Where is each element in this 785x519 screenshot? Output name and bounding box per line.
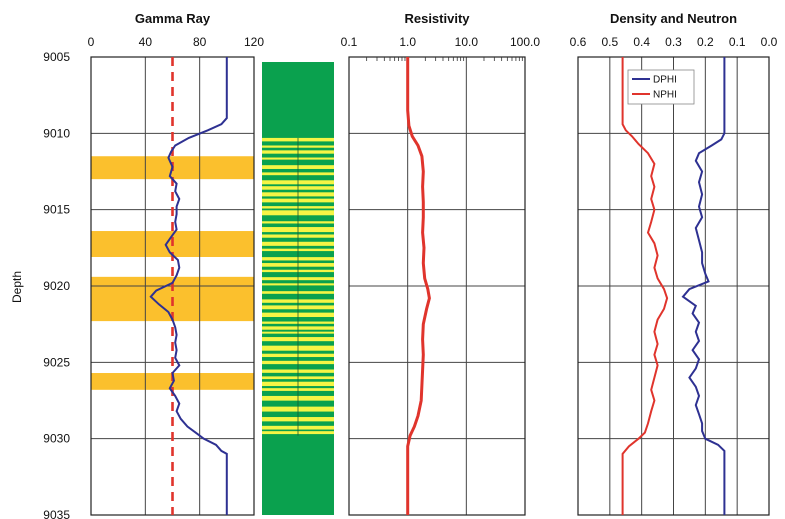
x-tick-label: 0.1	[729, 35, 746, 49]
depth-axis: 9005 9010 9015 9020 9025 9030 9035 Depth	[10, 50, 70, 519]
resistivity-curve	[406, 57, 431, 515]
track-frame	[348, 56, 526, 516]
dphi-curve	[681, 57, 726, 515]
track-frame	[577, 56, 770, 516]
nphi-curve	[621, 57, 669, 515]
depth-tick-label: 9020	[43, 279, 70, 293]
track-title: Density and Neutron	[610, 11, 737, 26]
depth-tick-label: 9015	[43, 203, 70, 217]
depth-tick-label: 9010	[43, 126, 70, 140]
track-title: Gamma Ray	[135, 11, 211, 26]
depth-tick-label: 9030	[43, 432, 70, 446]
x-tick-label: 0.5	[601, 35, 618, 49]
gamma-ray-track: Gamma Ray 0 40 80 120	[88, 11, 264, 516]
x-tick-label: 0.0	[761, 35, 778, 49]
x-tick-label: 0	[88, 35, 95, 49]
x-tick-label: 0.3	[665, 35, 682, 49]
x-tick-label: 0.6	[570, 35, 587, 49]
resistivity-track: Resistivity 0.1 1.0 10.0 100.0	[341, 11, 540, 516]
x-tick-label: 40	[139, 35, 153, 49]
legend-entry: DPHI	[653, 75, 677, 86]
legend-entry: NPHI	[653, 90, 677, 101]
x-tick-label: 120	[244, 35, 264, 49]
x-tick-label: 1.0	[399, 35, 416, 49]
x-tick-label: 0.2	[697, 35, 714, 49]
gamma-ray-curve	[149, 57, 228, 515]
depth-tick-label: 9035	[43, 508, 70, 519]
lithology-track	[262, 62, 334, 515]
track-title: Resistivity	[404, 11, 470, 26]
x-tick-label: 10.0	[455, 35, 479, 49]
x-tick-label: 0.4	[633, 35, 650, 49]
x-tick-label: 100.0	[510, 35, 540, 49]
legend: DPHI NPHI	[627, 69, 695, 105]
x-tick-label: 80	[193, 35, 207, 49]
x-tick-label: 0.1	[341, 35, 358, 49]
density-neutron-track: Density and Neutron 0.6 0.5 0.4 0.3 0.2 0.1 0.0…	[570, 11, 778, 516]
depth-tick-label: 9025	[43, 355, 70, 369]
depth-axis-label: Depth	[10, 271, 24, 303]
legend-box	[627, 69, 695, 105]
depth-tick-label: 9005	[43, 50, 70, 64]
